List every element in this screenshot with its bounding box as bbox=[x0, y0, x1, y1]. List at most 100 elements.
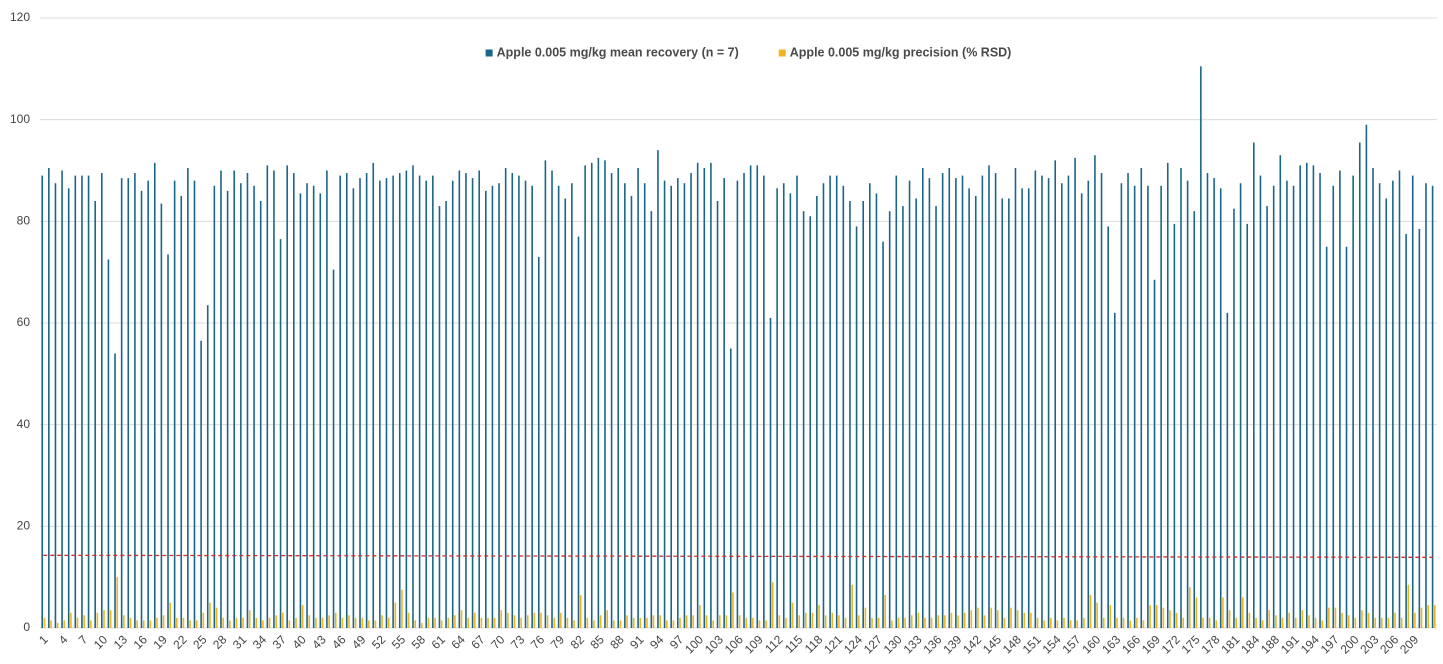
bar bbox=[593, 620, 595, 628]
bar bbox=[524, 180, 527, 628]
x-tick-label: 194 bbox=[1298, 632, 1322, 656]
bar bbox=[471, 178, 474, 628]
y-tick-label: 100 bbox=[10, 112, 30, 126]
bar bbox=[76, 617, 79, 628]
bar bbox=[83, 615, 85, 628]
bar bbox=[816, 195, 818, 628]
x-tick-label: 163 bbox=[1099, 632, 1123, 656]
bar bbox=[705, 615, 708, 628]
bar bbox=[1200, 66, 1202, 628]
bar bbox=[944, 615, 946, 628]
bar bbox=[930, 617, 933, 628]
bar bbox=[1116, 617, 1118, 628]
bar bbox=[533, 612, 536, 628]
bar bbox=[963, 612, 966, 628]
bar bbox=[153, 162, 156, 628]
x-tick-label: 103 bbox=[702, 632, 726, 656]
bar bbox=[1365, 124, 1368, 628]
bar bbox=[1021, 188, 1023, 628]
bar bbox=[928, 178, 931, 628]
bar bbox=[672, 620, 675, 628]
bar bbox=[1235, 617, 1237, 628]
bar bbox=[56, 622, 59, 628]
bar bbox=[1127, 173, 1129, 628]
x-tick-label: 169 bbox=[1139, 632, 1163, 656]
bar bbox=[941, 173, 944, 628]
bar bbox=[665, 620, 668, 628]
bar bbox=[41, 175, 44, 629]
bar bbox=[1374, 617, 1377, 628]
bar bbox=[1054, 160, 1057, 629]
bar bbox=[189, 620, 191, 628]
bar bbox=[1392, 180, 1394, 628]
bar bbox=[908, 180, 911, 628]
bar bbox=[624, 183, 626, 629]
x-tick-label: 7 bbox=[76, 632, 91, 647]
bar bbox=[1010, 607, 1012, 628]
bar bbox=[1080, 193, 1083, 628]
x-tick-label: 49 bbox=[349, 632, 369, 652]
bar bbox=[776, 188, 778, 628]
bar bbox=[412, 165, 414, 628]
bar bbox=[670, 185, 672, 628]
bar bbox=[1294, 617, 1297, 628]
bar bbox=[209, 602, 211, 628]
bar bbox=[983, 615, 986, 628]
bar bbox=[480, 617, 483, 628]
bar bbox=[994, 173, 997, 628]
bar bbox=[862, 201, 864, 628]
bar bbox=[1206, 173, 1209, 628]
bar bbox=[736, 180, 739, 628]
bar bbox=[1385, 198, 1388, 629]
bar bbox=[493, 617, 496, 628]
bar bbox=[637, 167, 639, 629]
bar bbox=[981, 175, 984, 629]
bar bbox=[1193, 211, 1196, 628]
bar bbox=[1239, 183, 1242, 629]
bar bbox=[220, 170, 222, 628]
bar bbox=[54, 183, 57, 629]
bar bbox=[374, 620, 377, 628]
bar bbox=[988, 165, 990, 628]
bar bbox=[288, 620, 291, 628]
x-tick-label: 79 bbox=[548, 632, 568, 652]
bar bbox=[1014, 167, 1017, 629]
bar bbox=[619, 620, 622, 628]
bar bbox=[1008, 198, 1010, 629]
bar bbox=[864, 607, 867, 628]
bar bbox=[116, 577, 119, 628]
bar bbox=[1381, 617, 1383, 628]
x-tick-label: 22 bbox=[170, 632, 190, 652]
bar bbox=[818, 605, 820, 628]
bar bbox=[659, 615, 661, 628]
bar bbox=[835, 175, 838, 629]
bar bbox=[802, 211, 805, 628]
bar bbox=[1332, 185, 1335, 628]
bar bbox=[811, 612, 814, 628]
trendline bbox=[43, 554, 1434, 558]
bar bbox=[1142, 620, 1145, 628]
bar bbox=[809, 216, 812, 628]
bar bbox=[195, 620, 198, 628]
bar bbox=[359, 178, 361, 628]
bar bbox=[1398, 170, 1401, 628]
bar bbox=[206, 305, 209, 628]
x-tick-label: 16 bbox=[131, 632, 151, 652]
bar bbox=[778, 615, 781, 628]
bar bbox=[1248, 612, 1251, 628]
bar bbox=[1195, 597, 1198, 628]
bar bbox=[169, 602, 172, 628]
bar bbox=[295, 617, 297, 628]
x-tick-label: 178 bbox=[1199, 632, 1223, 656]
bar bbox=[970, 610, 973, 628]
bar bbox=[599, 615, 602, 628]
bar bbox=[96, 612, 99, 628]
bar bbox=[597, 157, 600, 628]
bar bbox=[1341, 612, 1343, 628]
x-tick-label: 136 bbox=[920, 632, 944, 656]
y-tick-label: 60 bbox=[17, 315, 31, 329]
x-tick-label: 157 bbox=[1059, 632, 1083, 656]
bar bbox=[1241, 597, 1244, 628]
x-tick-label: 124 bbox=[841, 632, 865, 656]
